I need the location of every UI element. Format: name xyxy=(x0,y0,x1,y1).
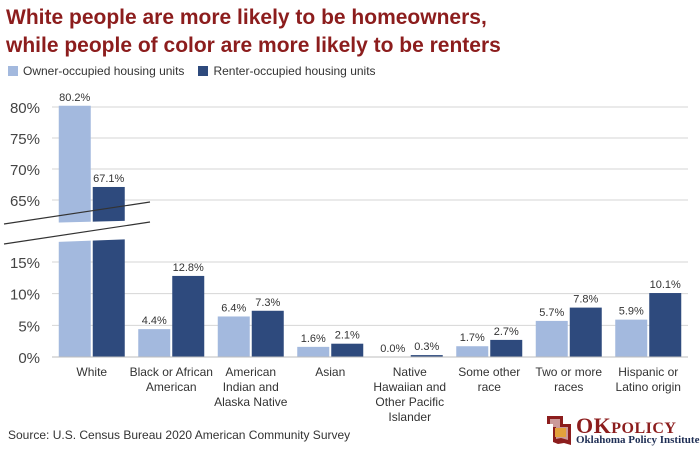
legend-item-owner: Owner-occupied housing units xyxy=(8,64,184,78)
logo-name: OKPOLICY xyxy=(576,413,677,438)
data-label-renter-7: 10.1% xyxy=(650,279,681,291)
y-tick-label-0: 0% xyxy=(18,350,40,367)
y-tick-label-65: 65% xyxy=(10,193,40,210)
data-label-renter-6: 7.8% xyxy=(573,294,598,306)
bar-owner-1 xyxy=(138,329,171,357)
bar-owner-6 xyxy=(535,320,568,357)
data-label-renter-1: 12.8% xyxy=(173,262,204,274)
y-tick-label-70: 70% xyxy=(10,162,40,179)
source-note: Source: U.S. Census Bureau 2020 American… xyxy=(8,428,351,442)
data-label-owner-6: 5.7% xyxy=(539,307,564,319)
data-label-renter-0: 67.1% xyxy=(93,173,124,185)
axis-break-line-upper xyxy=(3,201,151,225)
data-label-owner-4: 0.0% xyxy=(380,343,405,355)
data-label-owner-7: 5.9% xyxy=(619,306,644,318)
bar-renter-5 xyxy=(490,339,523,357)
y-tick-label-15: 15% xyxy=(10,255,40,272)
bar-renter-6 xyxy=(569,307,602,357)
bar-renter-3 xyxy=(331,343,364,357)
legend-label-owner: Owner-occupied housing units xyxy=(23,64,185,78)
okpolicy-logo: OKPOLICY Oklahoma Policy Institute xyxy=(546,413,700,448)
data-label-owner-3: 1.6% xyxy=(301,333,326,345)
x-tick-label-4: Native Hawaiian and Other Pacific Islander xyxy=(373,365,446,424)
axis-break-band xyxy=(2,206,688,244)
bar-renter-4 xyxy=(410,355,443,357)
data-label-owner-2: 6.4% xyxy=(221,302,246,314)
bar-owner-5 xyxy=(456,346,489,357)
bar-renter-7 xyxy=(649,293,682,357)
oklahoma-map-icon xyxy=(547,416,571,445)
data-label-renter-2: 7.3% xyxy=(255,297,280,309)
data-label-owner-1: 4.4% xyxy=(142,315,167,327)
bar-owner-2 xyxy=(217,316,250,357)
data-label-owner-0: 80.2% xyxy=(59,92,90,104)
logo-subtitle: Oklahoma Policy Institute xyxy=(576,434,700,446)
bar-renter-2 xyxy=(251,310,284,357)
legend-swatch-owner xyxy=(8,66,18,76)
x-tick-label-1: Black or African American xyxy=(130,365,213,394)
chart-legend: Owner-occupied housing units Renter-occu… xyxy=(8,64,390,78)
bar-owner-3 xyxy=(297,346,330,357)
y-tick-label-75: 75% xyxy=(10,131,40,148)
legend-label-renter: Renter-occupied housing units xyxy=(213,64,376,78)
y-tick-label-5: 5% xyxy=(18,318,40,335)
data-label-renter-5: 2.7% xyxy=(494,326,519,338)
y-tick-label-80: 80% xyxy=(10,100,40,117)
x-tick-label-0: White xyxy=(76,365,107,379)
chart-title: White people are more likely to be homeo… xyxy=(6,4,501,60)
y-tick-label-10: 10% xyxy=(10,287,40,304)
x-tick-label-5: Some other race xyxy=(458,365,520,394)
data-label-renter-3: 2.1% xyxy=(335,330,360,342)
data-label-owner-5: 1.7% xyxy=(460,332,485,344)
bar-owner-7 xyxy=(615,319,648,357)
x-tick-label-2: American Indian and Alaska Native xyxy=(214,365,288,409)
chart-title-line-1: White people are more likely to be homeo… xyxy=(6,6,487,29)
x-tick-label-6: Two or more races xyxy=(535,365,602,394)
chart-title-line-2: while people of color are more likely to… xyxy=(6,34,501,57)
legend-item-renter: Renter-occupied housing units xyxy=(198,64,376,78)
legend-swatch-renter xyxy=(198,66,209,76)
x-tick-label-7: Hispanic or Latino origin xyxy=(616,365,681,394)
bar-renter-0 xyxy=(92,186,125,357)
data-label-renter-4: 0.3% xyxy=(414,341,439,353)
axis-break-line-lower xyxy=(3,221,151,245)
x-tick-label-3: Asian xyxy=(315,365,345,379)
bar-renter-1 xyxy=(172,275,205,357)
